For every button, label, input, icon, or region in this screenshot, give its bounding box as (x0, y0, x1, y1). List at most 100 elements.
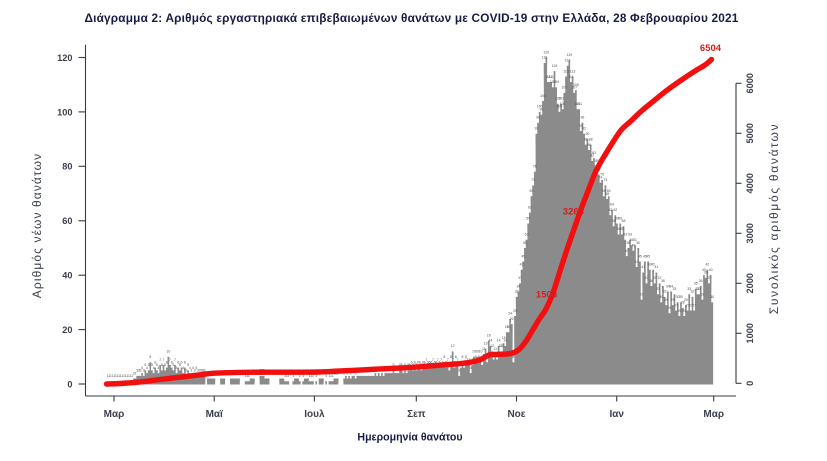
svg-text:1: 1 (112, 374, 114, 378)
svg-text:7: 7 (163, 358, 165, 362)
svg-text:7: 7 (159, 358, 161, 362)
svg-text:41: 41 (641, 265, 645, 269)
svg-text:49: 49 (631, 244, 635, 248)
svg-text:1: 1 (120, 374, 122, 378)
svg-text:5: 5 (172, 363, 174, 367)
svg-text:1: 1 (284, 374, 286, 378)
svg-text:42: 42 (520, 263, 524, 267)
svg-text:3: 3 (202, 369, 204, 373)
svg-text:6000: 6000 (745, 73, 755, 93)
svg-text:101: 101 (560, 102, 566, 106)
svg-text:30: 30 (659, 295, 663, 299)
svg-text:83: 83 (592, 151, 596, 155)
svg-text:33: 33 (656, 287, 660, 291)
svg-text:6: 6 (184, 361, 186, 365)
svg-text:22: 22 (510, 317, 514, 321)
svg-text:40: 40 (709, 268, 713, 272)
svg-text:28: 28 (681, 301, 685, 305)
svg-text:6: 6 (419, 361, 421, 365)
svg-text:7: 7 (174, 358, 176, 362)
svg-text:Συνολικός αριθμός θανάτων: Συνολικός αριθμός θανάτων (767, 123, 781, 315)
svg-text:25: 25 (682, 309, 686, 313)
svg-text:51: 51 (633, 238, 637, 242)
svg-text:1: 1 (130, 374, 132, 378)
svg-text:6: 6 (414, 361, 416, 365)
svg-text:Ημερομηνία θανάτου: Ημερομηνία θανάτου (357, 432, 462, 444)
svg-text:6: 6 (166, 361, 168, 365)
svg-text:10: 10 (472, 350, 476, 354)
svg-text:8: 8 (149, 355, 151, 359)
svg-text:92: 92 (582, 127, 586, 131)
svg-text:50: 50 (626, 241, 630, 245)
svg-text:45: 45 (643, 254, 647, 258)
svg-text:12: 12 (500, 344, 504, 348)
svg-text:45: 45 (646, 254, 650, 258)
svg-text:4: 4 (182, 366, 184, 370)
svg-text:115: 115 (552, 64, 558, 68)
svg-text:88: 88 (584, 137, 588, 141)
svg-text:7: 7 (169, 358, 171, 362)
svg-text:53: 53 (623, 233, 627, 237)
svg-text:5: 5 (393, 363, 395, 367)
svg-text:11: 11 (482, 347, 486, 351)
svg-text:58: 58 (622, 219, 626, 223)
svg-text:5: 5 (179, 363, 181, 367)
svg-text:111: 111 (549, 75, 554, 79)
svg-text:4: 4 (470, 366, 472, 370)
svg-text:34: 34 (669, 284, 673, 288)
svg-text:41: 41 (654, 265, 658, 269)
svg-text:8: 8 (475, 355, 477, 359)
svg-text:32: 32 (691, 290, 695, 294)
svg-text:6: 6 (422, 361, 424, 365)
svg-text:10: 10 (479, 350, 483, 354)
svg-text:3: 3 (204, 369, 206, 373)
svg-text:111: 111 (545, 75, 550, 79)
svg-text:8: 8 (512, 355, 514, 359)
svg-text:1: 1 (117, 374, 119, 378)
svg-text:8: 8 (465, 355, 467, 359)
svg-text:5: 5 (164, 363, 166, 367)
svg-text:5: 5 (399, 363, 401, 367)
svg-text:103: 103 (555, 97, 561, 101)
svg-text:8: 8 (462, 355, 464, 359)
svg-text:7: 7 (440, 358, 442, 362)
svg-text:113: 113 (563, 69, 569, 73)
svg-text:30: 30 (679, 295, 683, 299)
svg-text:10: 10 (166, 350, 170, 354)
svg-text:31: 31 (640, 293, 644, 297)
svg-text:1: 1 (312, 374, 314, 378)
svg-text:88: 88 (589, 137, 593, 141)
svg-text:14: 14 (488, 339, 492, 343)
svg-text:1000: 1000 (745, 323, 755, 343)
svg-text:2: 2 (347, 371, 349, 375)
svg-text:107: 107 (561, 86, 567, 90)
svg-text:118: 118 (542, 56, 548, 60)
svg-text:7: 7 (437, 358, 439, 362)
svg-text:45: 45 (521, 254, 525, 258)
svg-text:1: 1 (309, 374, 311, 378)
svg-text:109: 109 (553, 80, 559, 84)
svg-text:82: 82 (590, 154, 594, 158)
svg-text:37: 37 (645, 276, 649, 280)
svg-text:1: 1 (246, 374, 248, 378)
svg-text:1: 1 (286, 374, 288, 378)
svg-text:1: 1 (113, 374, 115, 378)
svg-text:1: 1 (292, 374, 294, 378)
svg-text:1: 1 (248, 374, 250, 378)
svg-text:27: 27 (686, 303, 690, 307)
svg-text:120: 120 (543, 50, 549, 54)
svg-text:14: 14 (497, 339, 501, 343)
svg-text:Διάγραμμα 2: Αριθμός εργαστηρι: Διάγραμμα 2: Αριθμός εργαστηριακά επιβεβ… (84, 11, 738, 25)
svg-text:6: 6 (424, 361, 426, 365)
svg-text:1: 1 (310, 374, 312, 378)
svg-text:3: 3 (138, 369, 140, 373)
svg-text:3: 3 (186, 369, 188, 373)
svg-text:104: 104 (540, 94, 546, 98)
svg-text:1: 1 (315, 374, 317, 378)
svg-text:29: 29 (664, 298, 668, 302)
svg-text:50: 50 (636, 241, 640, 245)
svg-text:10: 10 (475, 350, 479, 354)
svg-text:1: 1 (131, 374, 133, 378)
svg-text:93: 93 (579, 124, 583, 128)
svg-text:4: 4 (158, 366, 160, 370)
